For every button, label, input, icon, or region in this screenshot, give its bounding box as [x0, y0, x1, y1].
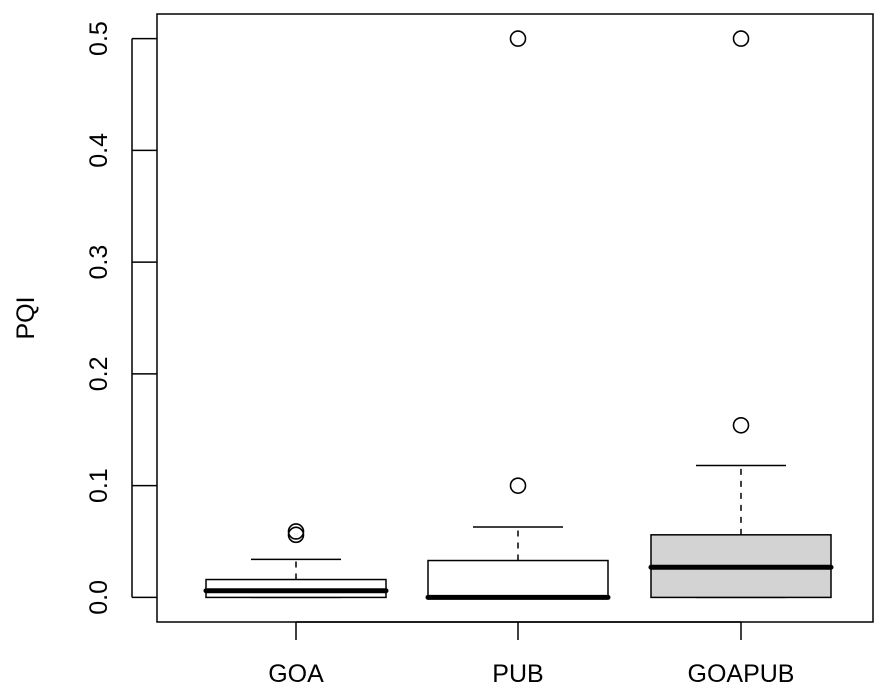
- y-axis-title: PQI: [12, 296, 40, 339]
- outlier-point: [732, 416, 750, 434]
- box-pub: [425, 30, 611, 600]
- y-tick-label: 0.4: [85, 133, 113, 168]
- box-iqr: [427, 559, 609, 599]
- y-tick-label: 0.1: [85, 468, 113, 503]
- y-tick-label: 0.0: [85, 580, 113, 615]
- x-axis: GOA PUB GOAPUB: [268, 621, 795, 688]
- outlier-point: [287, 523, 305, 540]
- y-tick-label: 0.5: [85, 21, 113, 56]
- x-tick-label: PUB: [492, 660, 543, 688]
- outlier-point: [287, 526, 305, 544]
- y-tick-label: 0.2: [85, 356, 113, 391]
- box-goapub: [648, 30, 834, 599]
- x-tick-label: GOA: [268, 660, 324, 688]
- outlier-point: [509, 477, 527, 494]
- y-tick-label: 0.3: [85, 245, 113, 280]
- boxes: [203, 30, 834, 600]
- x-tick-label: GOAPUB: [688, 660, 795, 688]
- outlier-point: [509, 30, 527, 47]
- outlier-point: [732, 30, 750, 47]
- box-goa: [203, 523, 389, 599]
- y-axis: 0.0 0.1 0.2 0.3 0.4 0.5: [85, 21, 157, 615]
- plot-frame: [156, 13, 874, 623]
